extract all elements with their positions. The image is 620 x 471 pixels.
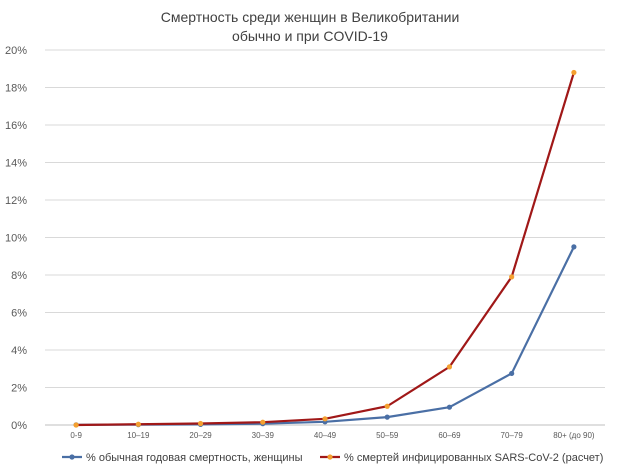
y-tick-label: 16%	[5, 120, 27, 132]
data-point	[73, 422, 79, 428]
series-lines	[73, 69, 577, 428]
data-point	[509, 274, 515, 280]
x-tick-label: 80+ (до 90)	[553, 431, 595, 440]
y-tick-label: 2%	[11, 383, 27, 395]
legend-item-1: % обычная годовая смертность, женщины	[62, 452, 303, 464]
x-axis-ticks: 0-9 10–19 20–29 30–39 40–49 50–59 60–69 70–79 80…	[70, 431, 595, 440]
y-tick-label: 0%	[11, 420, 27, 432]
y-tick-label: 6%	[11, 308, 27, 320]
y-tick-label: 12%	[5, 195, 27, 207]
data-point	[384, 414, 390, 420]
legend-item-2: % смертей инфицированных SARS-CoV-2 (рас…	[320, 452, 603, 464]
data-point	[135, 421, 141, 427]
chart-title-line-2: обычно и при COVID-19	[232, 28, 388, 44]
series-1	[73, 244, 577, 428]
data-point	[384, 403, 390, 409]
chart-title-line-1: Смертность среди женщин в Великобритании	[161, 9, 460, 25]
x-tick-label: 70–79	[501, 431, 524, 440]
y-axis-ticks: 0% 2% 4% 6% 8% 10% 12% 14% 16% 18% 20%	[5, 45, 27, 432]
data-point	[322, 416, 328, 422]
y-tick-label: 10%	[5, 233, 27, 245]
y-tick-label: 14%	[5, 158, 27, 170]
legend-marker	[327, 454, 333, 460]
data-point	[509, 370, 515, 377]
x-tick-label: 40–49	[314, 431, 337, 440]
data-point	[260, 419, 266, 425]
legend-label: % обычная годовая смертность, женщины	[86, 452, 303, 464]
legend-marker	[69, 454, 75, 460]
data-point	[571, 244, 577, 250]
data-point	[446, 364, 453, 370]
x-tick-label: 0-9	[70, 431, 82, 440]
y-tick-label: 4%	[11, 345, 27, 357]
y-tick-label: 18%	[5, 83, 27, 95]
x-tick-label: 50–59	[376, 431, 399, 440]
data-point	[571, 69, 577, 76]
series-line	[76, 246, 575, 426]
y-tick-label: 8%	[11, 270, 27, 282]
x-tick-label: 10–19	[127, 431, 150, 440]
y-tick-label: 20%	[5, 45, 27, 57]
legend-label: % смертей инфицированных SARS-CoV-2 (рас…	[344, 452, 603, 464]
series-2	[73, 69, 577, 428]
legend: % обычная годовая смертность, женщины % с…	[62, 452, 603, 464]
data-point	[197, 420, 204, 427]
x-tick-label: 30–39	[252, 431, 275, 440]
gridlines	[45, 49, 605, 426]
x-tick-label: 60–69	[438, 431, 461, 440]
data-point	[446, 404, 453, 410]
x-tick-label: 20–29	[189, 431, 212, 440]
